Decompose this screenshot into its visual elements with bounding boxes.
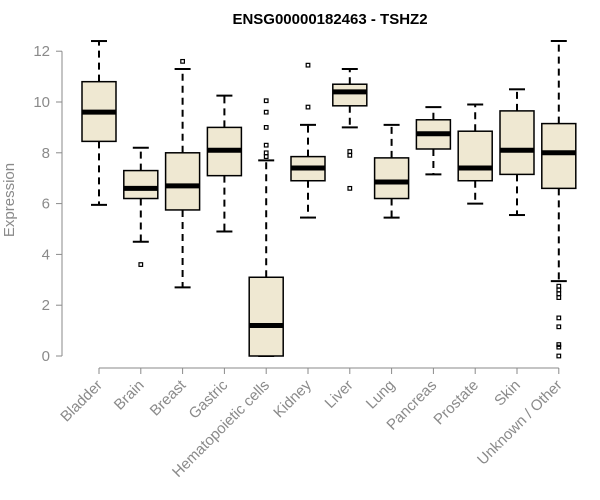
box-rect bbox=[499, 110, 535, 176]
y-tick-label: 10 bbox=[33, 94, 50, 111]
y-tick-label: 2 bbox=[42, 297, 50, 314]
outlier-point bbox=[556, 283, 562, 289]
outlier-point bbox=[305, 104, 311, 110]
box-liver bbox=[332, 67, 368, 191]
box-rect bbox=[123, 169, 159, 200]
y-tick-label: 0 bbox=[42, 348, 50, 365]
y-tick-label: 4 bbox=[42, 246, 50, 263]
x-tick-label: Liver bbox=[322, 377, 357, 412]
box-brain bbox=[123, 146, 159, 267]
x-tick-label: Lung bbox=[363, 377, 399, 413]
outlier-point bbox=[347, 185, 353, 191]
y-axis-label: Expression bbox=[1, 163, 18, 237]
outlier-point bbox=[556, 324, 562, 330]
box-unknown-other bbox=[541, 40, 577, 359]
outlier-point bbox=[263, 98, 269, 104]
box-hematopoietic-cells bbox=[248, 98, 284, 357]
outlier-point bbox=[556, 353, 562, 359]
outlier-point bbox=[556, 315, 562, 321]
x-tick-label: Bladder bbox=[57, 377, 106, 426]
x-tick-label: Brain bbox=[111, 377, 148, 414]
outlier-point bbox=[263, 154, 269, 160]
x-tick-label: Breast bbox=[147, 376, 190, 419]
outlier-point bbox=[305, 62, 311, 68]
outlier-point bbox=[556, 342, 562, 347]
box-lung bbox=[373, 123, 410, 219]
box-breast bbox=[164, 58, 201, 289]
y-axis: 0 2 4 6 8 10 12 bbox=[33, 43, 63, 365]
x-tick-label: Skin bbox=[491, 377, 524, 410]
outlier-point bbox=[263, 150, 269, 156]
outlier-point bbox=[556, 291, 562, 297]
outlier-point bbox=[138, 262, 144, 267]
x-tick-label: Prostate bbox=[430, 377, 482, 429]
outlier-point bbox=[556, 287, 562, 293]
x-tick-label: Kidney bbox=[270, 376, 315, 421]
box-rect bbox=[164, 152, 201, 211]
outlier-point bbox=[347, 152, 353, 158]
y-tick-label: 8 bbox=[42, 145, 50, 162]
chart-title: ENSG00000182463 - TSHZ2 bbox=[232, 11, 427, 28]
box-rect bbox=[541, 122, 577, 190]
box-skin bbox=[499, 88, 535, 217]
box-bladder bbox=[81, 40, 117, 206]
outlier-point bbox=[263, 124, 269, 130]
outlier-point bbox=[556, 295, 562, 300]
box-series bbox=[81, 40, 577, 359]
box-gastric bbox=[206, 94, 243, 233]
box-pancreas bbox=[415, 106, 452, 176]
box-rect bbox=[373, 157, 410, 200]
outlier-point bbox=[263, 109, 269, 115]
y-tick-label: 6 bbox=[42, 196, 50, 213]
box-rect bbox=[248, 276, 284, 357]
outlier-point bbox=[347, 149, 353, 154]
outlier-point bbox=[263, 142, 269, 148]
box-kidney bbox=[290, 62, 326, 219]
box-rect bbox=[332, 83, 368, 107]
outlier-point bbox=[556, 344, 562, 350]
box-rect bbox=[457, 130, 493, 182]
outlier-point bbox=[180, 58, 186, 64]
y-tick-label: 12 bbox=[33, 43, 50, 60]
box-prostate bbox=[457, 103, 493, 205]
